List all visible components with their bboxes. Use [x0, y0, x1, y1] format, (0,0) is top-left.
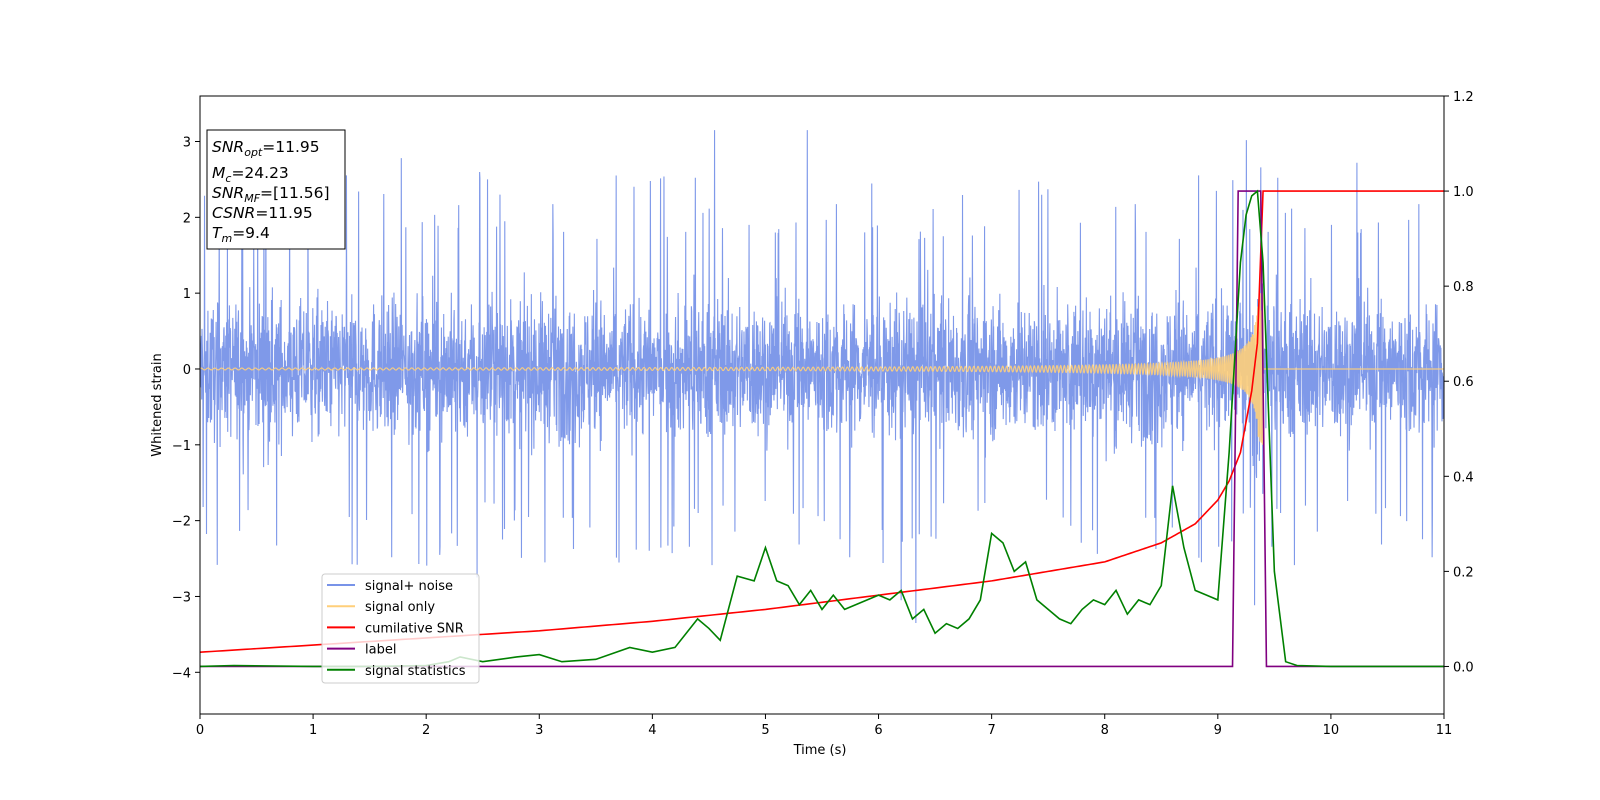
x-tick-label: 11: [1436, 723, 1453, 738]
legend-label: cumilative SNR: [365, 621, 464, 636]
y-axis-left: −4 −3 −2 −1 0 1 2 3: [172, 135, 200, 681]
cumilative-snr-line: [200, 190, 1444, 653]
x-tick-label: 10: [1323, 723, 1340, 738]
info-box-frame: [206, 129, 346, 250]
legend-label: signal only: [365, 600, 435, 615]
right-axis-series: [200, 189, 1444, 668]
x-tick-label: 0: [196, 723, 204, 738]
y-left-tick-label: −1: [172, 439, 191, 454]
info-box-line: Tm=9.4: [212, 224, 270, 245]
label-line: [200, 190, 1444, 668]
x-tick-label: 3: [535, 723, 543, 738]
x-tick-label: 7: [987, 723, 995, 738]
y-left-tick-label: 1: [183, 287, 191, 302]
y-left-tick-label: −2: [172, 515, 191, 530]
y-left-tick-label: −4: [172, 666, 191, 681]
x-tick-label: 9: [1214, 723, 1222, 738]
info-box-line: SNRMF=[11.56]: [212, 184, 330, 205]
legend-label: signal statistics: [365, 664, 466, 679]
x-tick-label: 2: [422, 723, 430, 738]
info-box-line: CSNR=11.95: [212, 204, 313, 222]
x-axis-label: Time (s): [793, 743, 847, 758]
legend-label: label: [365, 643, 396, 658]
y-right-tick-label: 1.2: [1453, 90, 1474, 105]
info-box-line: Mc=24.23: [212, 164, 289, 185]
x-tick-label: 5: [761, 723, 769, 738]
y-axis-right: 0.0 0.2 0.4 0.6 0.8 1.0 1.2: [1444, 90, 1474, 675]
info-box-line: SNRopt=11.95: [212, 138, 320, 159]
plot-frame: [199, 95, 1445, 715]
metrics-info-box: SNRopt=11.95 Mc=24.23SNRMF=[11.56]CSNR=11…: [206, 129, 346, 250]
y-left-tick-label: 0: [183, 363, 191, 378]
y-axis-label: Whitened strain: [150, 353, 165, 456]
y-right-tick-label: 0.2: [1453, 565, 1474, 580]
legend-frame: [321, 573, 480, 684]
x-tick-label: 8: [1101, 723, 1109, 738]
y-right-tick-label: 1.0: [1453, 185, 1474, 200]
signal-statistics-line: [200, 189, 1444, 668]
y-left-tick-label: −3: [172, 590, 191, 605]
x-tick-label: 6: [874, 723, 882, 738]
y-left-tick-label: 2: [183, 211, 191, 226]
legend: signal+ noise signal only cumilative SNR la…: [321, 573, 480, 684]
y-right-tick-label: 0.0: [1453, 660, 1474, 675]
x-tick-label: 1: [309, 723, 317, 738]
x-axis: 0 1 2 3 4 5 6 7 8 9 10 11: [196, 714, 1452, 738]
x-tick-label: 4: [648, 723, 656, 738]
plot-area: [200, 130, 1444, 668]
y-right-tick-label: 0.6: [1453, 375, 1474, 390]
y-left-tick-label: 3: [183, 135, 191, 150]
y-right-tick-label: 0.8: [1453, 280, 1474, 295]
y-right-tick-label: 0.4: [1453, 470, 1474, 485]
legend-label: signal+ noise: [365, 579, 453, 594]
